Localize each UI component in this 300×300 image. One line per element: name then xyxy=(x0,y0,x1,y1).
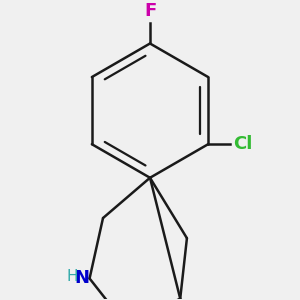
Text: F: F xyxy=(144,2,156,20)
Text: Cl: Cl xyxy=(233,135,253,153)
Text: H: H xyxy=(66,269,78,284)
Text: N: N xyxy=(75,269,90,287)
